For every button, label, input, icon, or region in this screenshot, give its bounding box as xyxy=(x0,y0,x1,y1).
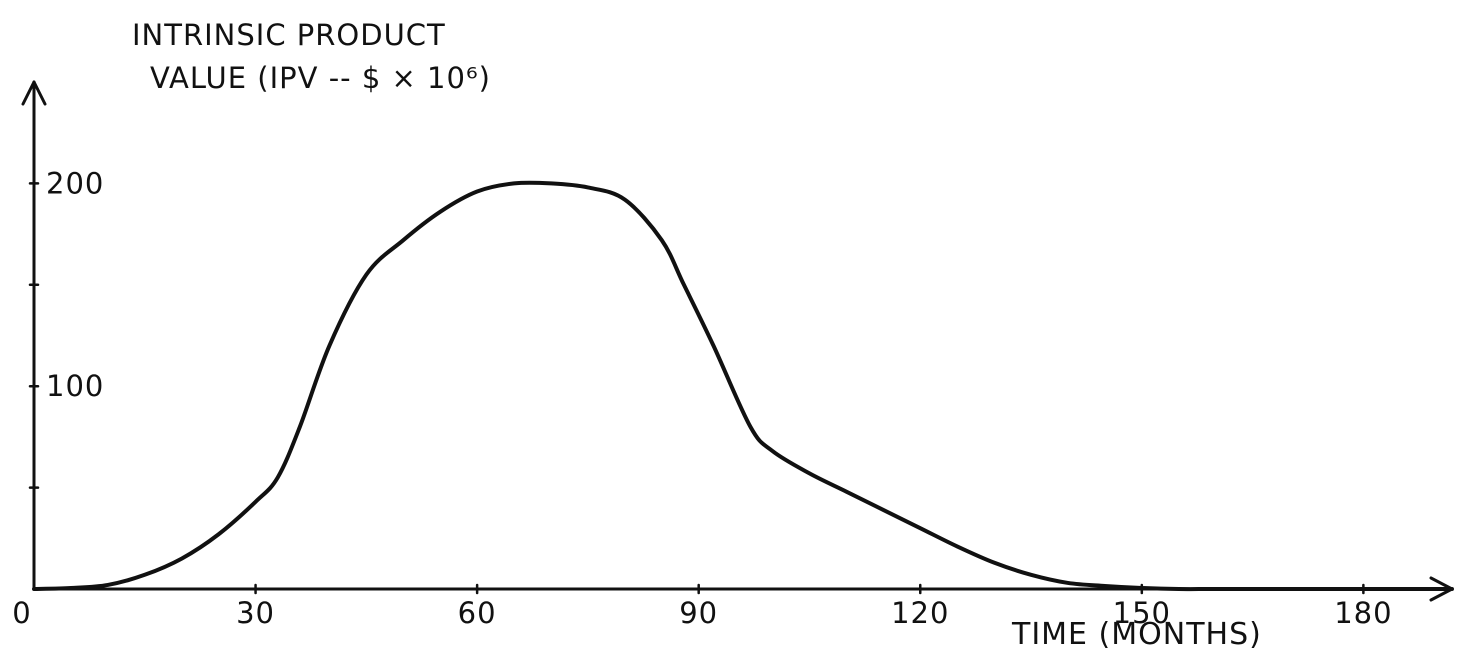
x-ticks: 0 30 60 90 120 150 180 xyxy=(12,583,1392,630)
y-axis-label-line-1: INTRINSIC PRODUCT xyxy=(132,18,446,52)
y-tick-label: 100 xyxy=(46,369,104,403)
x-tick-label: 0 xyxy=(12,596,31,630)
x-tick-label: 30 xyxy=(236,596,275,630)
y-axis-arrow xyxy=(21,80,47,106)
x-tick-label: 150 xyxy=(1113,596,1171,630)
x-tick-label: 90 xyxy=(679,596,718,630)
y-tick-label: 200 xyxy=(46,166,104,200)
series-line xyxy=(32,180,1454,592)
y-axis-label-line-2: VALUE (IPV -- $ × 10⁶) xyxy=(150,61,491,95)
axes xyxy=(21,80,1454,602)
x-tick-label: 60 xyxy=(458,596,497,630)
y-ticks: 100 200 xyxy=(28,166,104,489)
x-tick-label: 120 xyxy=(891,596,949,630)
x-axis-label: TIME (MONTHS) xyxy=(1011,617,1262,652)
x-tick-label: 180 xyxy=(1334,596,1392,630)
